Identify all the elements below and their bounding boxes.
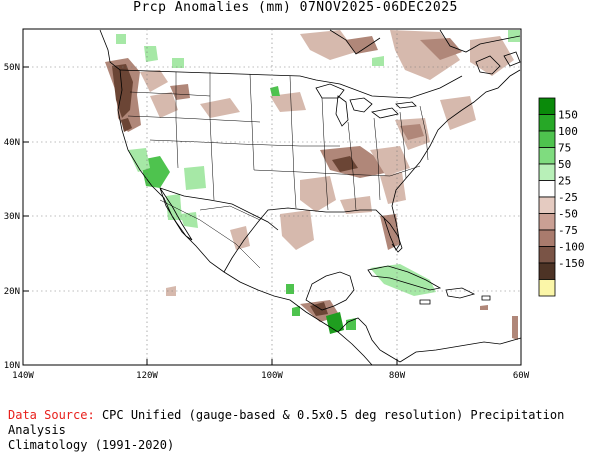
- colorbar-label: -100: [558, 241, 585, 254]
- colorbar-swatch: [538, 262, 556, 280]
- colorbar-swatch: [538, 279, 556, 297]
- lon-label-140w: 140W: [12, 371, 34, 381]
- colorbar-label: -25: [558, 191, 578, 204]
- colorbar-swatch: [538, 163, 556, 181]
- colorbar-label: -75: [558, 224, 578, 237]
- colorbar-label: 75: [558, 142, 571, 155]
- colorbar-label: 25: [558, 175, 571, 188]
- precip-anomaly-map: 50N 40N 30N 20N 10N 140W 120W 100W 80W 6…: [4, 28, 585, 381]
- lat-label-20n: 20N: [4, 287, 20, 297]
- footer: Data Source: CPC Unified (gauge-based & …: [8, 408, 591, 453]
- climatology-line: Climatology (1991-2020): [8, 438, 175, 452]
- lon-label-100w: 100W: [261, 371, 283, 381]
- state-boundaries: [127, 72, 429, 269]
- colorbar-legend: 150 100 75 50 25 -25 -50 -75 -100 -150: [538, 97, 585, 297]
- colorbar-swatch: [538, 229, 556, 247]
- colorbar-label: -50: [558, 208, 578, 221]
- map-panel: [22, 28, 522, 366]
- colorbar-label: 50: [558, 158, 571, 171]
- map-title: Prcp Anomalies (mm) 07NOV2025-06DEC2025: [133, 0, 458, 15]
- data-source-text: CPC Unified (gauge-based & 0.5x0.5 deg r…: [8, 408, 565, 437]
- lon-label-80w: 80W: [389, 371, 406, 381]
- lat-label-50n: 50N: [4, 63, 20, 73]
- data-source-line: Data Source: CPC Unified (gauge-based & …: [8, 408, 591, 438]
- latitude-labels: 50N 40N 30N 20N 10N: [4, 63, 20, 371]
- colorbar-swatch: [538, 114, 556, 132]
- colorbar-label: 100: [558, 125, 578, 138]
- coastlines-and-borders: [99, 29, 522, 366]
- colorbar-label: 150: [558, 109, 578, 122]
- colorbar-swatch: [538, 147, 556, 165]
- colorbar-label: -150: [558, 257, 585, 270]
- colorbar-swatch: [538, 180, 556, 198]
- axis-ticks: [23, 66, 398, 365]
- lat-lon-grid: [23, 29, 521, 365]
- colorbar-swatch: [538, 196, 556, 214]
- lon-label-120w: 120W: [136, 371, 158, 381]
- lat-label-40n: 40N: [4, 138, 20, 148]
- colorbar-swatch: [538, 246, 556, 264]
- lon-label-60w: 60W: [513, 371, 530, 381]
- colorbar-swatch: [538, 130, 556, 148]
- wet-anomaly-shading: [116, 30, 520, 334]
- lat-label-30n: 30N: [4, 212, 20, 222]
- colorbar-swatch: [538, 97, 556, 115]
- data-source-label: Data Source:: [8, 408, 95, 422]
- colorbar-swatch: [538, 213, 556, 231]
- lat-label-10n: 10N: [4, 361, 20, 371]
- longitude-labels: 140W 120W 100W 80W 60W: [12, 371, 530, 381]
